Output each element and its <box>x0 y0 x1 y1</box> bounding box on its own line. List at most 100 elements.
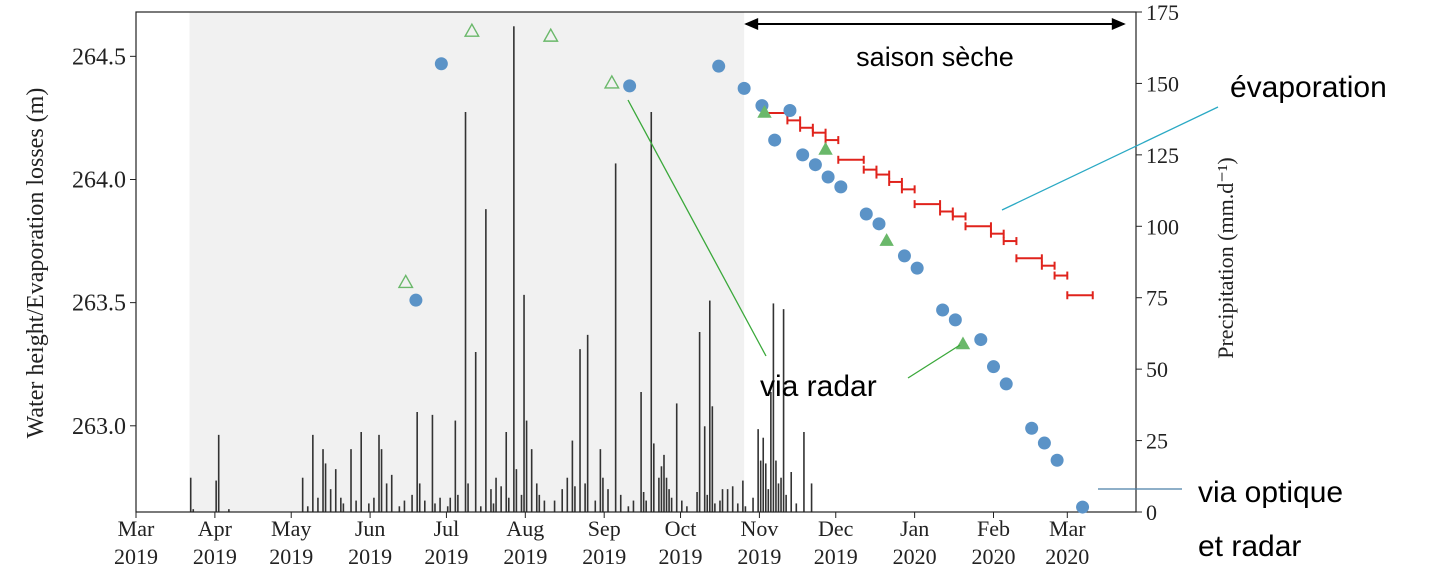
precipitation-bar <box>312 434 314 512</box>
precipitation-bar <box>543 500 546 512</box>
precipitation-bar <box>492 503 495 512</box>
precipitation-bar <box>681 500 683 512</box>
precipitation-bar <box>579 349 581 512</box>
y-right-tick-label: 100 <box>1146 214 1179 239</box>
precipitation-bar <box>380 449 383 512</box>
precipitation-bar <box>658 477 660 512</box>
precipitation-bar <box>500 486 502 512</box>
precipitation-bar <box>457 494 459 512</box>
precipitation-bar <box>217 434 220 512</box>
x-tick-label-year: 2019 <box>737 544 781 569</box>
precipitation-bar <box>571 440 574 512</box>
precipitation-bar <box>574 486 576 512</box>
precipitation-bar <box>342 503 345 512</box>
precipitation-bar <box>670 497 673 512</box>
precipitation-bar <box>523 294 525 512</box>
precipitation-bar <box>228 509 230 512</box>
precipitation-bar <box>411 494 413 512</box>
precipitation-bar <box>731 486 734 512</box>
precipitation-bar <box>439 497 441 512</box>
optical-radar-point <box>859 207 873 221</box>
precipitation-bar <box>775 460 777 512</box>
precipitation-bar <box>706 494 709 512</box>
y-right-tick-label: 175 <box>1146 0 1179 25</box>
precipitation-bar <box>696 492 698 512</box>
x-tick-label-year: 2019 <box>659 544 703 569</box>
precipitation-bar <box>189 477 192 512</box>
y-right-tick-label: 25 <box>1146 429 1168 454</box>
y-left-axis-label: Water height/Evaporation losses (m) <box>23 88 49 439</box>
precipitation-bar <box>653 443 655 512</box>
shaded-period <box>189 12 745 512</box>
precipitation-bar <box>772 303 775 512</box>
precipitation-bar <box>599 449 602 512</box>
optical-radar-point <box>1076 500 1090 514</box>
x-tick-label-year: 2019 <box>193 544 237 569</box>
precipitation-bar <box>350 449 352 512</box>
x-tick-label-month: Jul <box>434 516 460 541</box>
precipitation-bar <box>803 432 805 512</box>
optical-radar-point <box>910 261 924 275</box>
precipitation-bar <box>535 483 538 512</box>
precipitation-bar <box>619 494 622 512</box>
precipitation-bar <box>340 497 342 512</box>
optical-radar-point <box>1025 421 1039 435</box>
x-tick-label-month: Nov <box>740 516 778 541</box>
precipitation-bar <box>703 426 706 512</box>
optical-radar-point <box>737 81 751 95</box>
precipitation-bar <box>742 480 744 512</box>
x-tick-label-year: 2019 <box>503 544 547 569</box>
annotation-radar: via radar <box>760 370 877 403</box>
precipitation-bar <box>675 403 678 512</box>
precipitation-bar <box>553 500 556 512</box>
optical-radar-point <box>434 57 448 71</box>
y-right-tick-label: 150 <box>1146 71 1179 96</box>
optical-radar-point <box>796 148 810 162</box>
precipitation-bar <box>698 332 701 512</box>
x-tick-label-month: Jan <box>900 516 929 541</box>
annotation-optical-radar-line1: via optique <box>1198 476 1343 509</box>
precipitation-bar <box>424 500 426 512</box>
precipitation-bar <box>355 500 357 512</box>
precipitation-bar <box>306 506 309 512</box>
precipitation-bar <box>373 497 375 512</box>
annotation-optical-radar-line2: et radar <box>1198 530 1301 563</box>
precipitation-bar <box>464 112 467 512</box>
optical-radar-point <box>768 133 782 147</box>
x-tick-label-year: 2019 <box>114 544 158 569</box>
precipitation-bar <box>764 463 767 512</box>
precipitation-bar <box>490 489 492 512</box>
precipitation-bar <box>329 489 332 512</box>
x-tick-label-month: Mar <box>1049 516 1086 541</box>
x-tick-label-year: 2020 <box>893 544 937 569</box>
x-tick-label-month: Jun <box>355 516 386 541</box>
x-tick-label-month: Sep <box>588 516 621 541</box>
optical-radar-point <box>872 217 886 231</box>
precipitation-bar <box>721 489 724 512</box>
precipitation-bar <box>790 472 793 512</box>
precipitation-bar <box>663 454 665 512</box>
optical-radar-point <box>409 293 423 307</box>
precipitation-bar <box>192 509 195 512</box>
y-right-tick-label: 125 <box>1146 143 1179 168</box>
precipitation-bar <box>711 406 714 512</box>
precipitation-bar <box>434 503 436 512</box>
annotation-evaporation: évaporation <box>1230 71 1387 104</box>
precipitation-bar <box>454 420 457 512</box>
precipitation-bar <box>474 352 477 512</box>
precipitation-bar <box>714 503 716 512</box>
precipitation-bar <box>777 483 780 512</box>
x-tick-label-year: 2019 <box>582 544 626 569</box>
precipitation-bar <box>759 460 762 512</box>
precipitation-bar <box>561 489 564 512</box>
precipitation-bar <box>378 434 380 512</box>
radar-point <box>818 141 833 155</box>
x-tick-label-year: 2019 <box>424 544 468 569</box>
optical-radar-point <box>783 104 797 118</box>
precipitation-bar <box>403 500 406 512</box>
radar-point-open <box>603 74 620 89</box>
optical-radar-point <box>948 313 962 327</box>
precipitation-bar <box>726 489 729 512</box>
precipitation-bar <box>317 497 319 512</box>
x-tick-label-month: Apr <box>198 516 233 541</box>
